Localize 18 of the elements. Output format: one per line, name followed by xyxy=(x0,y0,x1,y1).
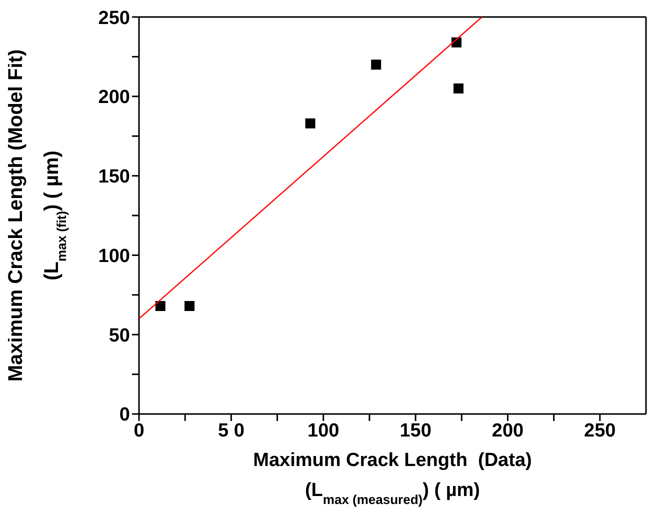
point xyxy=(454,83,464,94)
y-tick-label: 150 xyxy=(98,166,130,188)
point xyxy=(371,60,382,70)
y-tick-label: 0 xyxy=(119,404,130,426)
x-axis-title: Maximum Crack Length (Data) (L$_{max (measured)}$) ( µm) xyxy=(253,450,532,506)
x-tick-label: 5 0 xyxy=(218,420,244,442)
y-tick-label: 250 xyxy=(98,8,130,29)
point xyxy=(305,118,316,128)
point xyxy=(155,301,166,312)
x-tick-label: 200 xyxy=(492,420,524,442)
x-tick-label: 0 xyxy=(134,420,144,442)
x-tick-label: 100 xyxy=(308,420,340,442)
x-tick-label: 250 xyxy=(584,420,616,442)
y-tick-label: 50 xyxy=(108,325,130,346)
y-tick-label: 100 xyxy=(98,246,130,267)
point xyxy=(184,301,195,312)
x-tick-label: 150 xyxy=(400,420,432,442)
y-tick-label: 200 xyxy=(98,87,130,108)
